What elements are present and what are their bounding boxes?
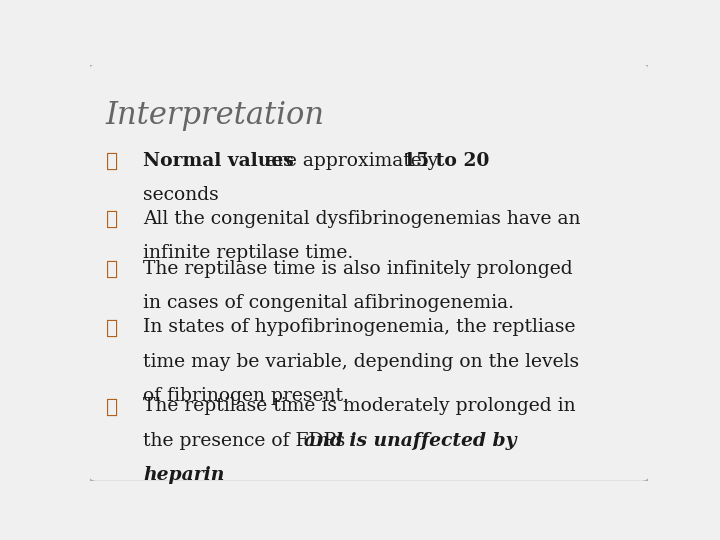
- Text: In states of hypofibrinogenemia, the reptliase: In states of hypofibrinogenemia, the rep…: [143, 319, 575, 336]
- Text: seconds: seconds: [143, 186, 219, 204]
- Text: the presence of FDPs: the presence of FDPs: [143, 431, 351, 449]
- Text: time may be variable, depending on the levels: time may be variable, depending on the l…: [143, 353, 579, 370]
- Text: ∾: ∾: [106, 210, 118, 230]
- Text: 15 to 20: 15 to 20: [402, 152, 489, 170]
- Text: are approximately: are approximately: [260, 152, 444, 170]
- Text: All the congenital dysfibrinogenemias have an: All the congenital dysfibrinogenemias ha…: [143, 210, 580, 228]
- Text: The reptilase time is also infinitely prolonged: The reptilase time is also infinitely pr…: [143, 260, 572, 278]
- Text: The reptilase time is moderately prolonged in: The reptilase time is moderately prolong…: [143, 397, 575, 415]
- Text: infinite reptilase time.: infinite reptilase time.: [143, 245, 354, 262]
- Text: heparin: heparin: [143, 465, 225, 484]
- Text: and is unaffected by: and is unaffected by: [305, 431, 517, 449]
- Text: ∾: ∾: [106, 319, 118, 338]
- Text: Interpretation: Interpretation: [106, 100, 325, 131]
- Text: ∾: ∾: [106, 152, 118, 171]
- Text: Normal values: Normal values: [143, 152, 294, 170]
- Text: ∾: ∾: [106, 397, 118, 416]
- Text: in cases of congenital afibrinogenemia.: in cases of congenital afibrinogenemia.: [143, 294, 514, 312]
- Text: ∾: ∾: [106, 260, 118, 279]
- Text: of fibrinogen present.: of fibrinogen present.: [143, 387, 349, 404]
- FancyBboxPatch shape: [89, 64, 649, 482]
